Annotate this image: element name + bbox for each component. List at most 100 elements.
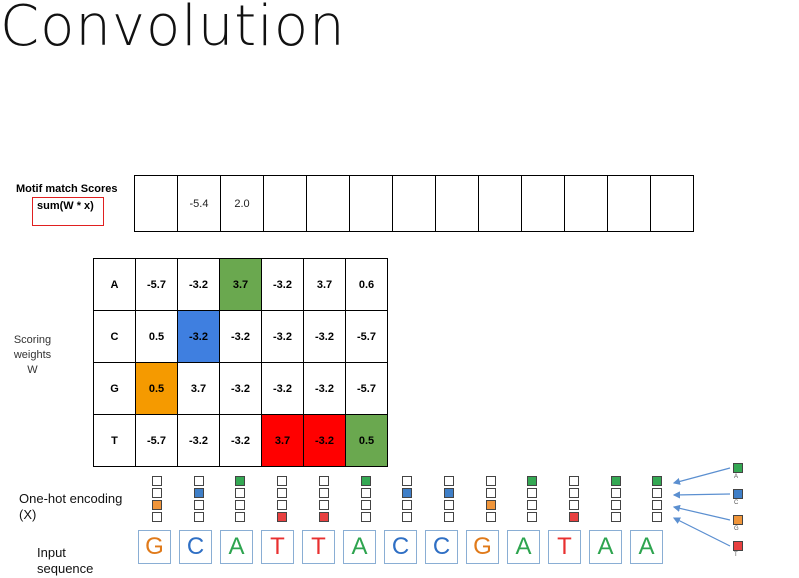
onehot-bit <box>443 512 454 522</box>
weights-label: Scoring weights W <box>5 333 60 378</box>
onehot-label-line1: One-hot encoding <box>19 491 123 506</box>
weight-cell: -3.2 <box>220 415 262 467</box>
onehot-bit <box>235 488 246 498</box>
score-cell <box>393 176 436 232</box>
score-cell <box>479 176 522 232</box>
onehot-bit <box>360 476 371 486</box>
score-cell <box>565 176 608 232</box>
weight-cell: -5.7 <box>346 311 388 363</box>
legend-item: T <box>732 541 744 567</box>
sequence-letter: A <box>630 530 663 564</box>
onehot-bit <box>152 476 162 486</box>
onehot-bit <box>277 500 288 510</box>
onehot-bit <box>485 512 496 522</box>
weights-label-line1: Scoring <box>13 334 52 346</box>
weight-cell: 3.7 <box>220 259 262 311</box>
onehot-bit <box>277 476 288 486</box>
weight-cell: 0.5 <box>136 363 178 415</box>
onehot-bit <box>527 476 538 486</box>
onehot-bit <box>652 512 663 522</box>
onehot-label: One-hot encoding (X) <box>19 491 122 523</box>
onehot-bit <box>277 488 288 498</box>
legend-label: T <box>734 552 738 558</box>
onehot-bit <box>527 512 538 522</box>
weight-cell: -5.7 <box>136 259 178 311</box>
weight-cell: -3.2 <box>304 415 346 467</box>
score-cell: 2.0 <box>221 176 264 232</box>
onehot-bit <box>402 476 413 486</box>
onehot-bit <box>443 488 454 498</box>
weight-row-base: C <box>94 311 136 363</box>
input-label-line2: sequence <box>37 561 94 576</box>
onehot-bit <box>610 476 621 486</box>
sequence-letter: A <box>589 530 622 564</box>
weight-row: C 0.5 -3.2 -3.2 -3.2 -3.2 -5.7 <box>94 311 388 363</box>
weight-cell: -3.2 <box>304 311 346 363</box>
sequence-letter: G <box>138 530 171 564</box>
weight-row-base: T <box>94 415 136 467</box>
onehot-bit <box>193 500 204 510</box>
onehot-bit <box>443 500 454 510</box>
sequence-letter: C <box>179 530 212 564</box>
onehot-bit <box>277 512 288 522</box>
onehot-bit <box>527 488 538 498</box>
sequence-letter: G <box>466 530 499 564</box>
onehot-column <box>360 476 371 524</box>
onehot-bit <box>610 488 621 498</box>
onehot-bit <box>193 476 204 486</box>
onehot-column <box>652 476 663 524</box>
onehot-bit <box>652 476 663 486</box>
weight-cell: -5.7 <box>346 363 388 415</box>
score-cell <box>135 176 178 232</box>
onehot-bit <box>569 488 579 498</box>
onehot-bit <box>152 512 162 522</box>
onehot-bit <box>402 500 413 510</box>
legend-item: C <box>732 489 744 515</box>
weight-cell: 0.6 <box>346 259 388 311</box>
sequence-letter: T <box>302 530 335 564</box>
legend-swatch <box>733 463 743 473</box>
sequence-letter: A <box>343 530 376 564</box>
weight-cell: 3.7 <box>178 363 220 415</box>
onehot-bit <box>485 500 496 510</box>
input-label-line1: Input <box>37 545 66 560</box>
onehot-bit <box>485 476 496 486</box>
weight-cell: -3.2 <box>220 363 262 415</box>
onehot-column <box>610 476 621 524</box>
legend-item: G <box>732 515 744 541</box>
onehot-bit <box>318 476 329 486</box>
onehot-bit <box>569 512 579 522</box>
sequence-letter: C <box>384 530 417 564</box>
onehot-bit <box>402 512 413 522</box>
weight-cell: 3.7 <box>304 259 346 311</box>
scores-formula: sum(W * x) <box>32 197 104 226</box>
sequence-letter: A <box>220 530 253 564</box>
weight-row: G 0.5 3.7 -3.2 -3.2 -3.2 -5.7 <box>94 363 388 415</box>
legend-label: G <box>734 526 739 532</box>
weight-cell: -3.2 <box>220 311 262 363</box>
score-cell: -5.4 <box>178 176 221 232</box>
weight-cell: 3.7 <box>262 415 304 467</box>
weight-cell: -3.2 <box>178 415 220 467</box>
onehot-bit <box>318 512 329 522</box>
onehot-column <box>443 476 454 524</box>
legend-swatch <box>733 515 743 525</box>
weight-row: A -5.7 -3.2 3.7 -3.2 3.7 0.6 <box>94 259 388 311</box>
legend-item: A <box>732 463 744 489</box>
onehot-bit <box>610 500 621 510</box>
onehot-bit <box>610 512 621 522</box>
weight-row-base: G <box>94 363 136 415</box>
legend-label: C <box>734 500 739 506</box>
onehot-column <box>193 476 204 524</box>
onehot-bit <box>527 500 538 510</box>
weight-cell: -3.2 <box>262 259 304 311</box>
onehot-column <box>485 476 496 524</box>
arrow-g <box>672 504 731 521</box>
weight-cell: -5.7 <box>136 415 178 467</box>
onehot-column <box>152 476 162 524</box>
onehot-bit <box>652 500 663 510</box>
weight-cell: -3.2 <box>262 363 304 415</box>
score-cell <box>350 176 393 232</box>
weight-row: T -5.7 -3.2 -3.2 3.7 -3.2 0.5 <box>94 415 388 467</box>
